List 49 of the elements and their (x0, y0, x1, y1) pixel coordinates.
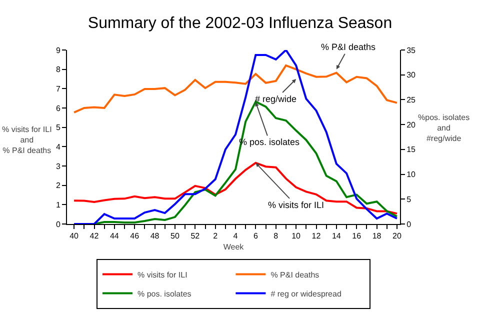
y-tick-label: 8 (56, 65, 61, 74)
x-tick-label: 50 (170, 232, 180, 241)
x-tick-label: 6 (253, 232, 258, 241)
legend-label: # reg or widespread (270, 289, 342, 298)
x-tick-label: 18 (372, 232, 382, 241)
x-tick-label: 42 (90, 232, 100, 241)
y-tick-label: 1 (56, 200, 61, 210)
x-tick-label: 4 (233, 232, 238, 241)
x-tick-label: 20 (392, 232, 402, 241)
y-tick-label: 5 (56, 123, 61, 132)
y2-tick-label: 0 (406, 220, 412, 229)
annotation: % P&I deaths (321, 42, 376, 52)
line-series (73, 162, 398, 215)
x-tick-label: 40 (70, 232, 80, 241)
x-tick-label: 44 (110, 232, 120, 241)
legend-label: % P&I deaths (270, 270, 320, 280)
x-tick-label: 52 (190, 232, 200, 241)
y2-tick-label: 25 (406, 96, 416, 105)
x-tick-label: 48 (150, 232, 160, 241)
y-tick-label: 0 (56, 220, 61, 229)
annotation: # reg/wide (255, 94, 297, 104)
x-tick-label: 2 (213, 232, 218, 241)
y-tick-label: 6 (56, 104, 61, 113)
y2-tick-label: 35 (406, 46, 416, 55)
legend-label: % pos. isolates (138, 289, 192, 298)
y-tick-label: 3 (56, 162, 61, 171)
y2-axis-title: %pos. isolates and #reg/wide (418, 113, 470, 143)
y-tick-label: 2 (56, 181, 61, 190)
y2-tick-label: 15 (406, 145, 416, 154)
y-axis-title: % visits for ILI and % P&I deaths (2, 125, 52, 155)
y-tick-label: 7 (56, 84, 61, 94)
y2-tick-label: 10 (406, 170, 416, 180)
annotation: % visits for ILI (268, 200, 324, 210)
x-axis-title: Week (223, 242, 245, 252)
y-tick-label: 4 (56, 142, 61, 152)
y2-tick-label: 5 (406, 194, 412, 204)
x-tick-label: 8 (274, 232, 279, 241)
legend-label: % visits for ILI (138, 270, 188, 280)
y2-tick-label: 20 (406, 120, 416, 130)
x-tick-label: 12 (312, 232, 322, 241)
x-tick-label: 10 (292, 232, 302, 241)
x-tick-label: 14 (332, 232, 342, 241)
x-tick-label: 16 (352, 232, 362, 241)
x-tick-label: 46 (130, 232, 140, 241)
y-tick-label: 9 (56, 46, 61, 55)
chart-title: Summary of the 2002-03 Influenza Season (88, 15, 392, 32)
line-series (73, 50, 398, 224)
line-series (73, 64, 398, 114)
y2-tick-label: 30 (406, 70, 416, 80)
